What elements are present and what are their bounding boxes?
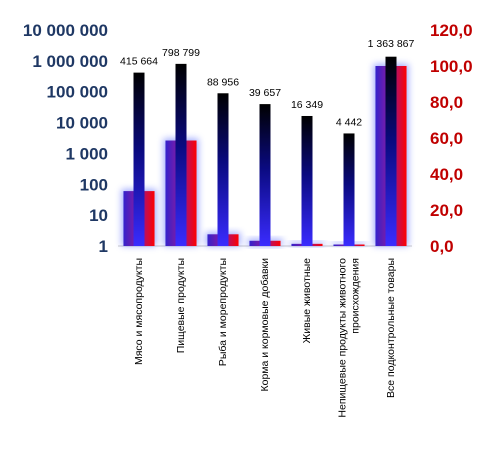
thin-bar	[133, 72, 145, 246]
category-label-line: Мясо и мясопродукты	[133, 258, 145, 365]
data-label: 4 442	[336, 116, 362, 128]
bars	[121, 56, 409, 247]
right-tick-label: 60,0	[430, 129, 463, 148]
data-label: 88 956	[207, 76, 239, 88]
left-tick-label: 10 000 000	[23, 21, 108, 40]
right-tick-label: 100,0	[430, 57, 473, 76]
plot-area: 1 10 100 1 000 10 000 100 000 1 000 000 10 000 …	[23, 21, 473, 418]
category-label-line: Непищевые продукты животного	[337, 258, 349, 418]
category-label: Непищевые продукты животного происхождени…	[337, 258, 362, 418]
category-label-line: Все подконтрольные товары	[385, 258, 397, 398]
data-label: 16 349	[291, 99, 323, 111]
category-label: Живые животные	[301, 258, 313, 344]
category-label: Все подконтрольные товары	[385, 258, 397, 398]
data-label: 1 363 867	[368, 38, 415, 50]
category-label-line: Живые животные	[301, 258, 313, 344]
right-tick-label: 20,0	[430, 201, 463, 220]
category-label: Корма и кормовые добавки	[259, 258, 271, 392]
data-label: 798 799	[162, 47, 200, 59]
data-label: 415 664	[120, 56, 158, 68]
left-tick-label: 100	[80, 175, 108, 194]
left-tick-label: 1 000 000	[32, 52, 108, 71]
category-label-line: Корма и кормовые добавки	[259, 258, 271, 392]
left-tick-label: 100 000	[47, 83, 108, 102]
category-label: Рыба и морепродукты	[217, 258, 229, 366]
left-tick-label: 1	[99, 237, 108, 256]
thin-bar	[259, 104, 271, 247]
left-tick-label: 10 000	[56, 114, 108, 133]
data-label: 39 657	[249, 87, 281, 99]
data-labels: 415 664 798 799 88 956 39 657 16 349 4 442 1 3…	[120, 38, 414, 128]
right-tick-label: 0,0	[430, 237, 454, 256]
category-label-line: Рыба и морепродукты	[217, 258, 229, 366]
category-labels: Мясо и мясопродукты Пищевые продукты Рыба …	[133, 258, 397, 418]
category-label-line: Пищевые продукты	[175, 258, 187, 353]
category-label: Пищевые продукты	[175, 258, 187, 353]
right-tick-label: 80,0	[430, 93, 463, 112]
right-tick-label: 120,0	[430, 21, 473, 40]
right-axis: 0,0 20,0 40,0 60,0 80,0 100,0 120,0	[430, 21, 473, 256]
thin-bar	[343, 133, 355, 246]
left-tick-label: 1 000	[65, 144, 108, 163]
left-tick-label: 10	[89, 206, 108, 225]
thin-bar	[217, 93, 229, 246]
thin-bar	[175, 63, 187, 246]
category-label: Мясо и мясопродукты	[133, 258, 145, 365]
left-axis: 1 10 100 1 000 10 000 100 000 1 000 000 10 000 …	[23, 21, 108, 256]
category-label-line: происхождения	[350, 258, 362, 334]
thin-bar	[385, 56, 397, 247]
right-tick-label: 40,0	[430, 165, 463, 184]
thin-bar	[301, 115, 313, 246]
